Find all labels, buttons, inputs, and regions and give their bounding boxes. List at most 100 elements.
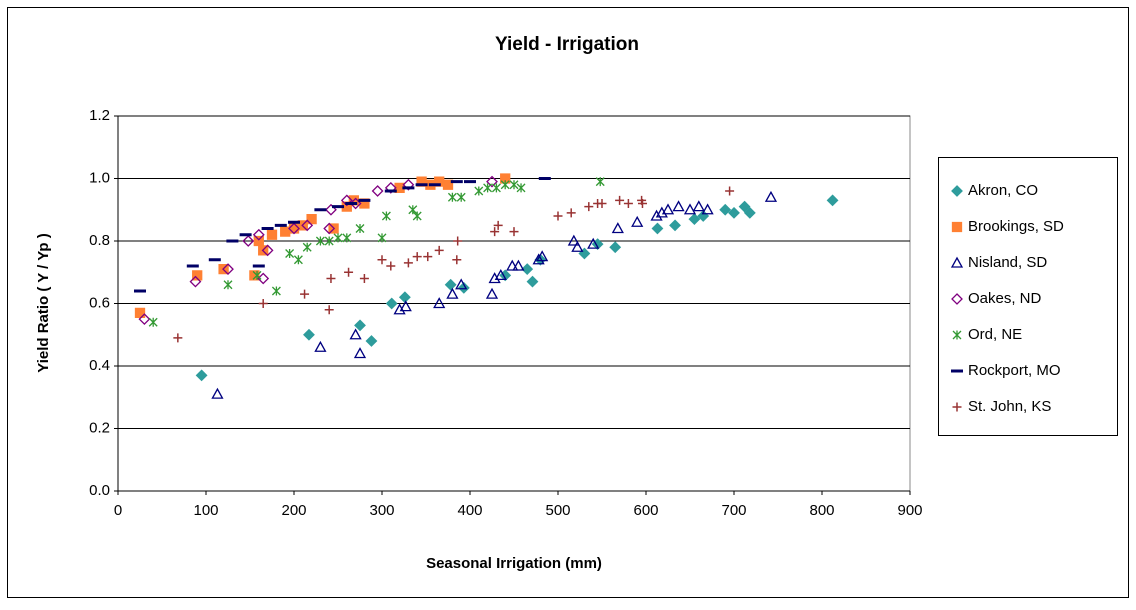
point [512, 259, 525, 271]
point [189, 275, 202, 288]
point [661, 203, 675, 215]
point [252, 228, 265, 241]
point [381, 211, 391, 221]
point [494, 269, 507, 281]
point [701, 203, 714, 215]
point [447, 192, 457, 202]
point [669, 219, 681, 232]
point [386, 261, 396, 271]
point [571, 240, 584, 252]
point [288, 222, 300, 235]
legend-label: Rockport, MO [968, 362, 1061, 379]
point [324, 236, 334, 246]
x-tick-label: 0 [114, 502, 122, 519]
y-tick-label: 0.0 [89, 482, 110, 499]
point [134, 307, 146, 319]
point [728, 206, 740, 219]
point [300, 289, 310, 299]
legend-label: Brookings, SD [968, 218, 1064, 235]
legend-marker [952, 402, 962, 412]
point [526, 275, 539, 288]
point [257, 272, 270, 285]
point [303, 328, 315, 341]
point [323, 222, 336, 235]
legend-marker [951, 293, 963, 305]
point [301, 219, 314, 232]
legend-marker [950, 256, 964, 268]
x-tick-label: 500 [545, 502, 570, 519]
y-tick-label: 0.8 [89, 232, 110, 249]
point [609, 241, 622, 254]
point [597, 199, 607, 208]
y-tick-label: 1.2 [89, 107, 110, 124]
point [315, 236, 325, 246]
point [314, 340, 327, 352]
point [506, 259, 519, 271]
point [826, 194, 839, 207]
point [399, 300, 412, 312]
point [490, 227, 500, 237]
point [623, 199, 633, 208]
point [293, 255, 303, 265]
point [456, 192, 466, 202]
point [553, 211, 563, 221]
point [683, 203, 697, 215]
point [261, 244, 274, 257]
legend-label: Nisland, SD [968, 254, 1047, 271]
point [403, 258, 413, 268]
y-tick-label: 0.2 [89, 419, 110, 436]
point [222, 263, 234, 276]
point [457, 281, 470, 294]
point [344, 267, 354, 277]
x-axis-label: Seasonal Irrigation (mm) [426, 555, 602, 572]
point [340, 194, 353, 207]
point [587, 237, 600, 249]
point [302, 242, 312, 252]
point [412, 252, 422, 262]
point [650, 209, 663, 221]
point [491, 183, 501, 193]
point [359, 274, 369, 283]
point [173, 333, 183, 343]
point [692, 200, 705, 212]
point [365, 335, 378, 347]
point [485, 287, 499, 299]
point [509, 227, 519, 237]
point [434, 245, 444, 255]
legend-label: Ord, NE [968, 326, 1022, 343]
point [280, 226, 291, 237]
point [353, 347, 367, 359]
point [493, 220, 503, 230]
legend-marker [952, 330, 962, 340]
point [631, 215, 644, 227]
point [688, 213, 701, 226]
point [509, 180, 519, 190]
point [532, 253, 545, 265]
point [324, 305, 334, 315]
point [333, 233, 343, 243]
point [385, 297, 398, 310]
x-tick-label: 100 [193, 502, 218, 519]
point [384, 181, 397, 194]
point [423, 252, 433, 262]
point [252, 270, 262, 280]
point [446, 287, 459, 299]
point [516, 183, 526, 193]
point [433, 297, 446, 309]
x-tick-label: 700 [721, 502, 746, 519]
point [567, 234, 580, 246]
legend-marker [951, 185, 963, 197]
point [349, 328, 362, 340]
point [637, 199, 647, 208]
point [566, 208, 576, 218]
point [442, 179, 454, 190]
point [584, 202, 594, 212]
point [521, 263, 534, 276]
point [354, 319, 366, 332]
point [452, 255, 462, 265]
legend [938, 157, 1118, 436]
point [500, 180, 510, 190]
point [148, 317, 158, 327]
point [138, 313, 151, 326]
